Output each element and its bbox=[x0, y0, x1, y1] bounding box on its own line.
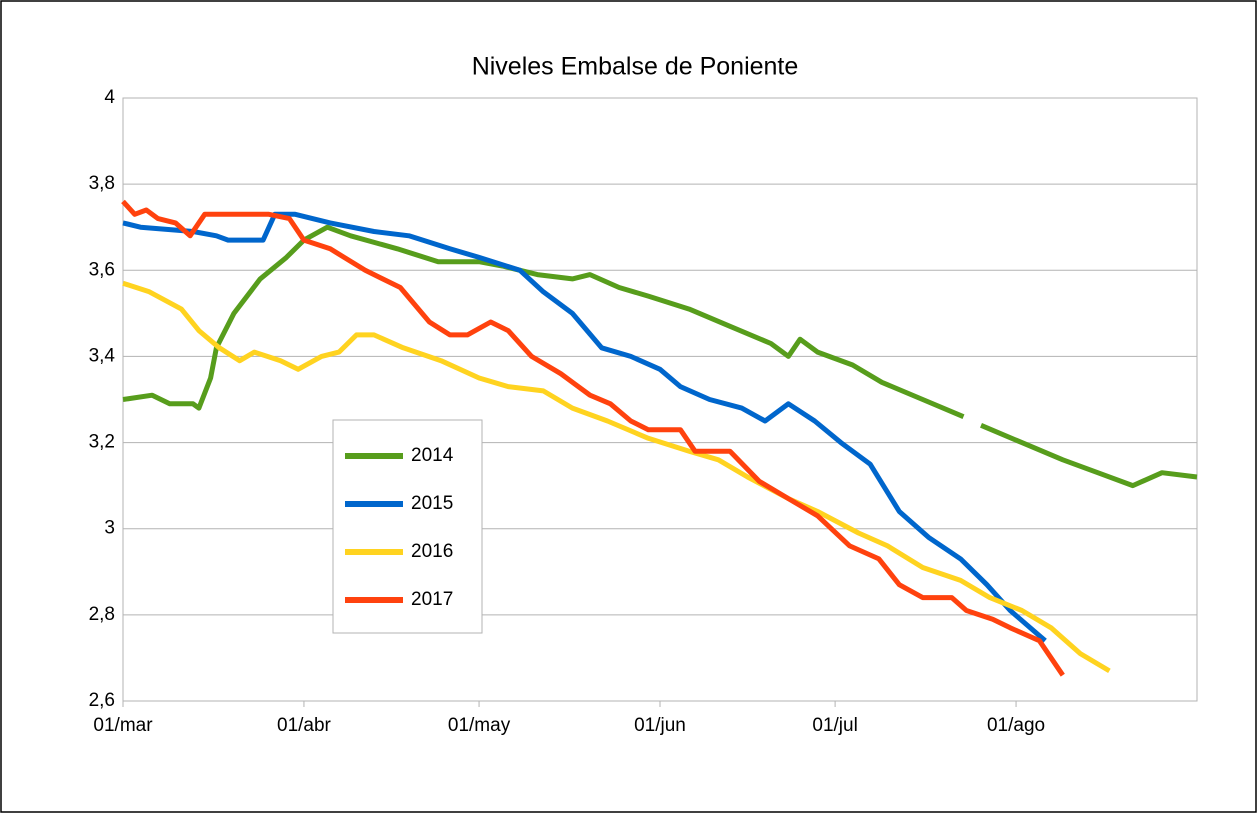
legend-label: 2017 bbox=[411, 589, 453, 610]
series-line bbox=[122, 224, 1198, 489]
x-tick-label: 01/jul bbox=[812, 715, 857, 736]
x-tick-label: 01/ago bbox=[987, 715, 1045, 736]
legend-label: 2014 bbox=[411, 445, 454, 466]
y-tick-label: 3 bbox=[104, 518, 115, 539]
x-tick-label: 01/may bbox=[448, 715, 511, 736]
y-tick-label: 3,4 bbox=[89, 345, 116, 366]
y-tick-label: 4 bbox=[104, 87, 115, 108]
y-tick-label: 3,2 bbox=[89, 432, 115, 453]
series-line bbox=[122, 211, 1047, 643]
series-line bbox=[122, 280, 1111, 674]
legend-label: 2016 bbox=[411, 541, 453, 562]
y-tick-label: 2,6 bbox=[89, 690, 115, 711]
chart-title: Niveles Embalse de Poniente bbox=[472, 53, 799, 81]
series-line bbox=[121, 199, 1065, 677]
x-tick-label: 01/mar bbox=[93, 715, 153, 736]
x-tick-label: 01/jun bbox=[634, 715, 686, 736]
legend-label: 2015 bbox=[411, 493, 453, 514]
y-tick-label: 3,6 bbox=[89, 259, 115, 280]
x-tick-label: 01/abr bbox=[277, 715, 332, 736]
y-tick-label: 2,8 bbox=[89, 604, 115, 625]
y-tick-label: 3,8 bbox=[89, 173, 115, 194]
